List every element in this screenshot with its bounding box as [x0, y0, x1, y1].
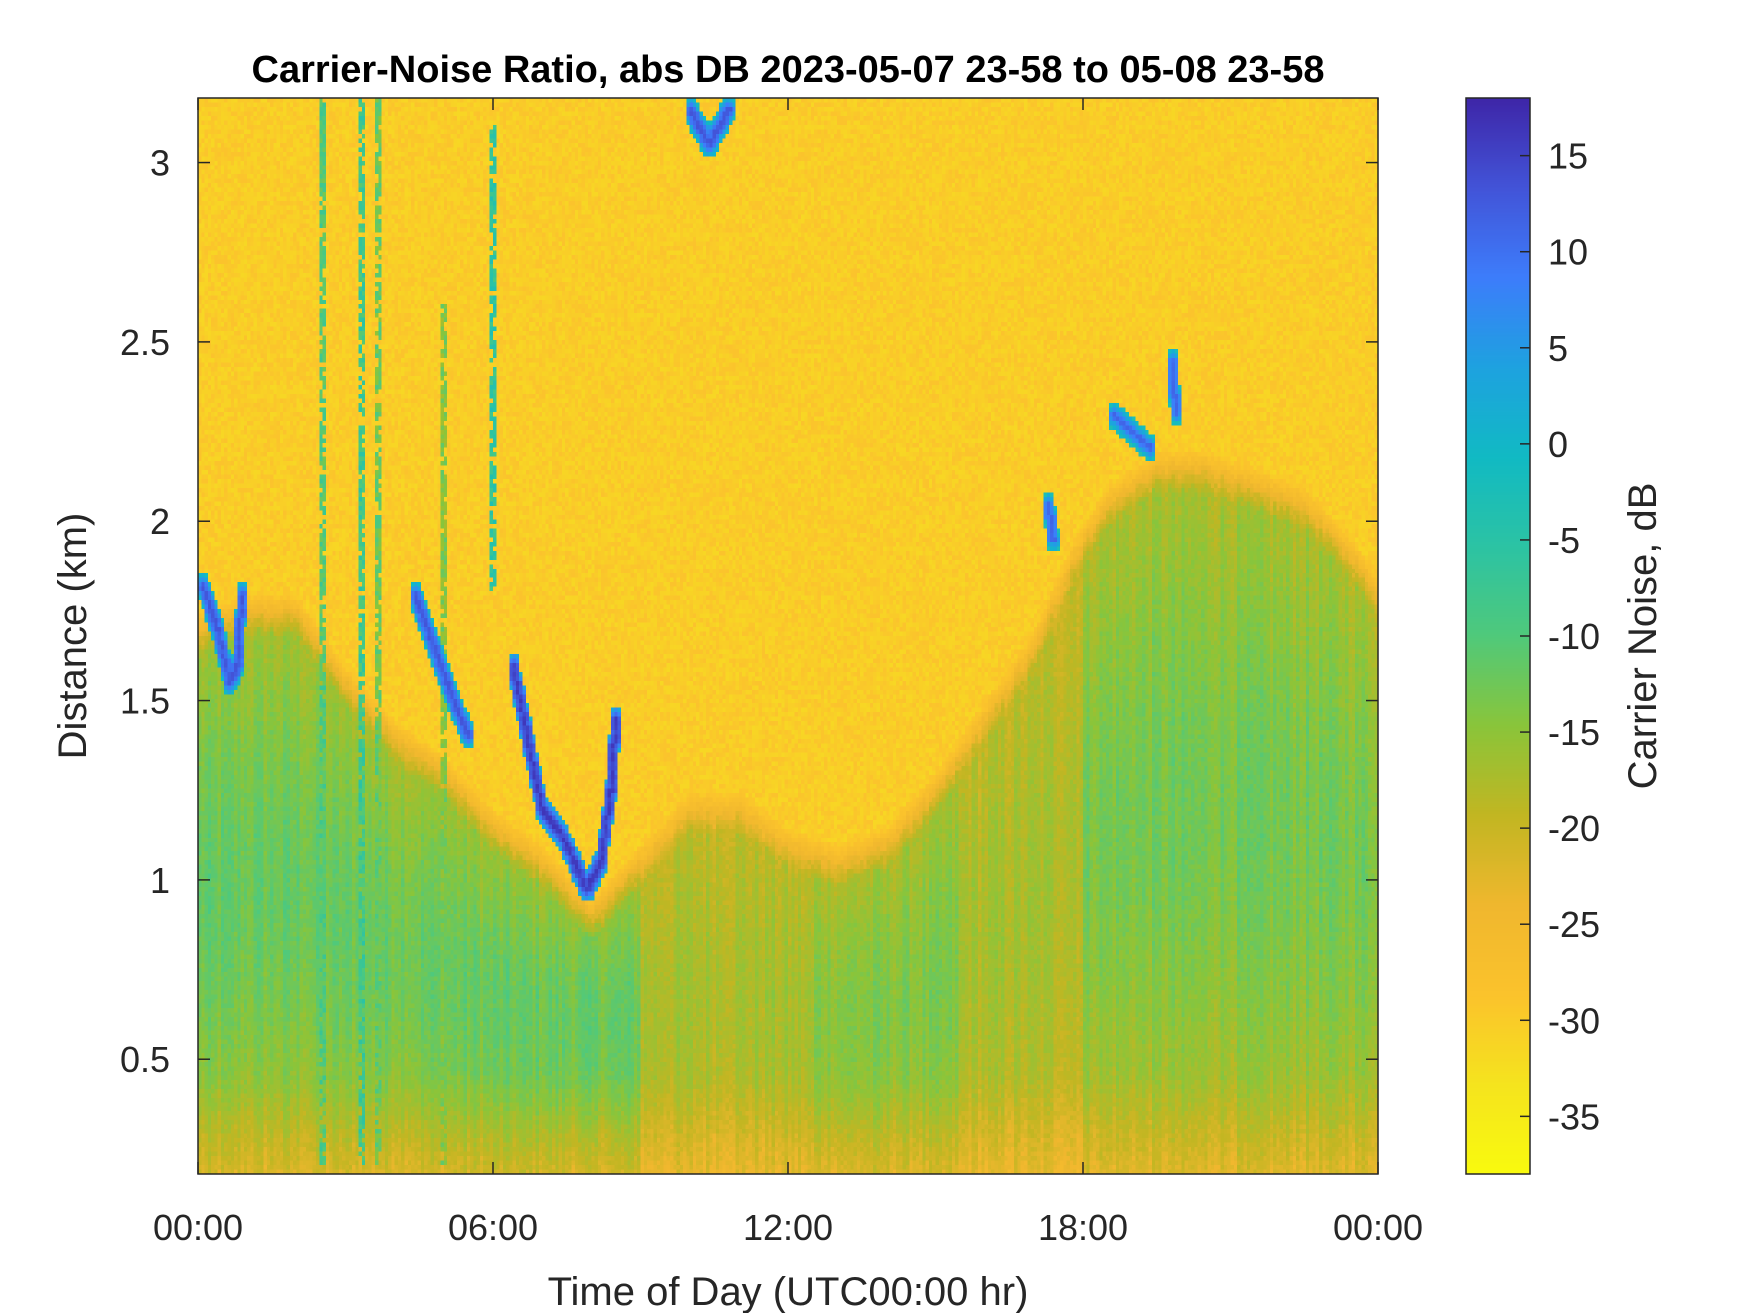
- x-tick-label: 12:00: [743, 1207, 833, 1248]
- colorbar-tick-label: 15: [1548, 136, 1588, 177]
- colorbar-tick-label: -25: [1548, 904, 1600, 945]
- colorbar-gradient: [1466, 98, 1530, 1174]
- x-tick-label: 18:00: [1038, 1207, 1128, 1248]
- x-axis-label: Time of Day (UTC00:00 hr): [548, 1270, 1029, 1313]
- y-tick-label: 1: [150, 860, 170, 901]
- x-tick-label: 00:00: [1333, 1207, 1423, 1248]
- y-tick-label: 2: [150, 501, 170, 542]
- colorbar-tick-label: -20: [1548, 808, 1600, 849]
- colorbar-tick-label: 10: [1548, 232, 1588, 273]
- x-axis: 00:00 06:00 12:00 18:00 00:00: [153, 98, 1423, 1248]
- heatmap-plot-area: [198, 98, 1378, 1174]
- y-tick-label: 2.5: [120, 322, 170, 363]
- y-tick-label: 1.5: [120, 681, 170, 722]
- colorbar-tick-label: -35: [1548, 1096, 1600, 1137]
- colorbar-tick-label: -5: [1548, 520, 1580, 561]
- colorbar-tick-label: 5: [1548, 328, 1568, 369]
- y-axis-label: Distance (km): [51, 513, 95, 760]
- colorbar-tick-label: -15: [1548, 712, 1600, 753]
- y-tick-label: 3: [150, 143, 170, 184]
- colorbar-label: Carrier Noise, dB: [1621, 483, 1665, 790]
- x-tick-label: 00:00: [153, 1207, 243, 1248]
- colorbar: 15 10 5 0 -5 -10 -15 -20 -25 -30 -35 Carrier Noise…: [1465, 97, 1665, 1175]
- colorbar-ticks: 15 10 5 0 -5 -10 -15 -20 -25 -30 -35: [1520, 136, 1600, 1137]
- colorbar-tick-label: -10: [1548, 616, 1600, 657]
- colorbar-tick-label: -30: [1548, 1000, 1600, 1041]
- x-tick-label: 06:00: [448, 1207, 538, 1248]
- heatmap-image: [198, 98, 1378, 1174]
- y-tick-label: 0.5: [120, 1039, 170, 1080]
- y-axis: 0.5 1 1.5 2 2.5 3: [120, 143, 1378, 1080]
- chart-title: Carrier-Noise Ratio, abs DB 2023-05-07 2…: [252, 49, 1325, 91]
- colorbar-tick-label: 0: [1548, 424, 1568, 465]
